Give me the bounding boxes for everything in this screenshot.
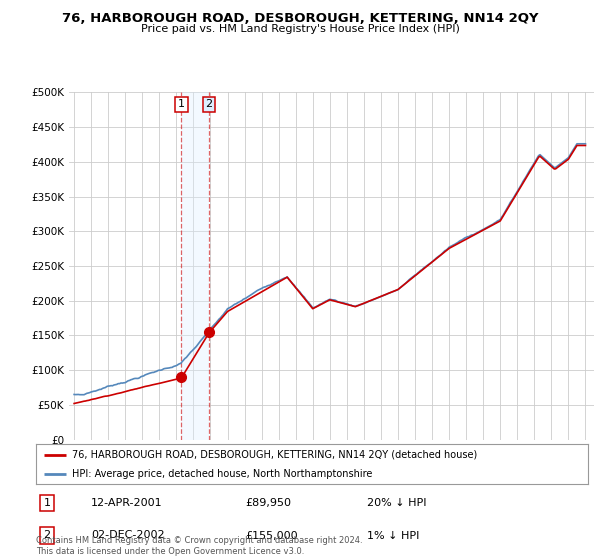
Text: 02-DEC-2002: 02-DEC-2002 bbox=[91, 530, 165, 540]
Text: £155,000: £155,000 bbox=[246, 530, 298, 540]
Text: 1% ↓ HPI: 1% ↓ HPI bbox=[367, 530, 419, 540]
Text: HPI: Average price, detached house, North Northamptonshire: HPI: Average price, detached house, Nort… bbox=[72, 469, 372, 478]
Text: Price paid vs. HM Land Registry's House Price Index (HPI): Price paid vs. HM Land Registry's House … bbox=[140, 24, 460, 34]
Text: 2: 2 bbox=[205, 99, 212, 109]
Text: Contains HM Land Registry data © Crown copyright and database right 2024.
This d: Contains HM Land Registry data © Crown c… bbox=[36, 536, 362, 556]
Text: 12-APR-2001: 12-APR-2001 bbox=[91, 498, 163, 508]
Text: £89,950: £89,950 bbox=[246, 498, 292, 508]
Text: 76, HARBOROUGH ROAD, DESBOROUGH, KETTERING, NN14 2QY: 76, HARBOROUGH ROAD, DESBOROUGH, KETTERI… bbox=[62, 12, 538, 25]
Text: 2: 2 bbox=[43, 530, 50, 540]
Bar bbox=[181, 92, 209, 440]
Text: 20% ↓ HPI: 20% ↓ HPI bbox=[367, 498, 427, 508]
Text: 76, HARBOROUGH ROAD, DESBOROUGH, KETTERING, NN14 2QY (detached house): 76, HARBOROUGH ROAD, DESBOROUGH, KETTERI… bbox=[72, 450, 477, 460]
Text: 1: 1 bbox=[44, 498, 50, 508]
Text: 1: 1 bbox=[178, 99, 185, 109]
